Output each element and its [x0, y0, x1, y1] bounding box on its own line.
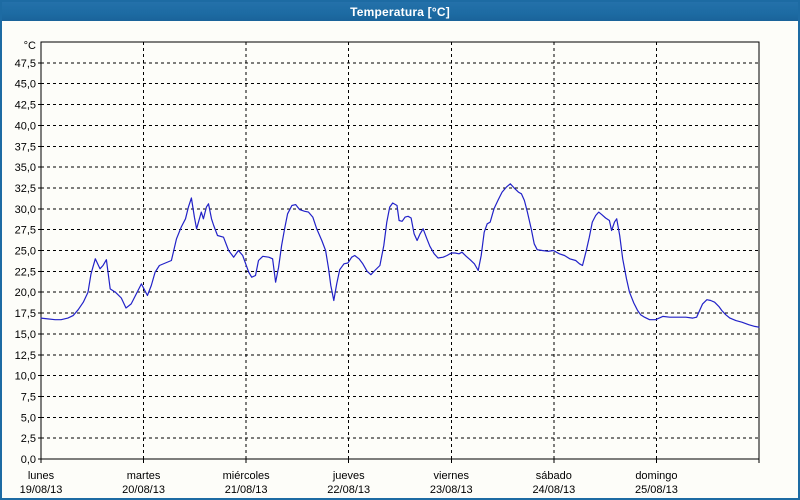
window-titlebar: Temperatura [°C]	[2, 2, 798, 21]
day-name-label: viernes	[434, 470, 470, 482]
y-axis-label: 30,0	[15, 204, 36, 216]
day-date-label: 19/08/13	[20, 484, 63, 496]
day-date-label: 22/08/13	[327, 484, 370, 496]
y-axis-label: 0,0	[21, 454, 36, 466]
day-date-label: 21/08/13	[225, 484, 268, 496]
y-axis-unit-label: °C	[24, 40, 36, 52]
day-name-label: sábado	[536, 470, 572, 482]
y-axis-label: 42,5	[15, 100, 36, 112]
chart-plot-area: 47,5 45,0 42,5 40,0 37,5 35,0 32,5 30,0 27,5 25,0…	[2, 21, 798, 498]
y-axis-label: 7,5	[21, 391, 36, 403]
y-axis-label: 32,5	[15, 183, 36, 195]
y-axis-label: 45,0	[15, 79, 36, 91]
y-axis-label: 22,5	[15, 266, 36, 278]
y-axis-label: 25,0	[15, 246, 36, 258]
day-name-label: domingo	[635, 470, 677, 482]
y-axis-label: 27,5	[15, 225, 36, 237]
y-axis-label: 40,0	[15, 120, 36, 132]
day-name-label: jueves	[332, 470, 365, 482]
y-axis-label: 37,5	[15, 141, 36, 153]
y-axis-label: 15,0	[15, 329, 36, 341]
y-axis-label: 5,0	[21, 412, 36, 424]
day-name-label: miércoles	[223, 470, 271, 482]
day-name-label: lunes	[28, 470, 55, 482]
day-date-label: 25/08/13	[635, 484, 678, 496]
window-title: Temperatura [°C]	[350, 4, 450, 19]
y-axis-label: 17,5	[15, 308, 36, 320]
day-date-label: 23/08/13	[430, 484, 473, 496]
day-name-label: martes	[127, 470, 161, 482]
y-axis-label: 35,0	[15, 162, 36, 174]
plot-border	[40, 41, 760, 460]
temperature-series-line	[40, 183, 760, 328]
day-date-label: 20/08/13	[122, 484, 165, 496]
y-axis-label: 47,5	[15, 58, 36, 70]
temperature-chart: 47,5 45,0 42,5 40,0 37,5 35,0 32,5 30,0 27,5 25,0…	[15, 40, 760, 496]
day-date-label: 24/08/13	[532, 484, 575, 496]
y-axis-label: 12,5	[15, 350, 36, 362]
y-axis-label: 20,0	[15, 287, 36, 299]
y-axis-label: 10,0	[15, 371, 36, 383]
y-axis-label: 2,5	[21, 433, 36, 445]
